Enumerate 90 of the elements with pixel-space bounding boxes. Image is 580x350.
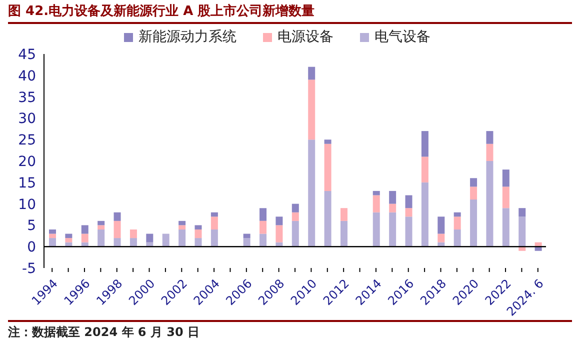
bar bbox=[210, 229, 218, 247]
bar bbox=[454, 216, 461, 230]
bar bbox=[178, 225, 186, 230]
bar bbox=[130, 238, 137, 247]
bar bbox=[502, 208, 510, 247]
bar bbox=[65, 234, 72, 238]
bar bbox=[98, 225, 105, 230]
bar bbox=[324, 190, 332, 247]
bar bbox=[470, 178, 478, 187]
bar bbox=[260, 208, 267, 221]
bar bbox=[162, 234, 170, 247]
bar bbox=[470, 200, 478, 247]
bar bbox=[81, 225, 88, 234]
bar bbox=[486, 161, 494, 247]
bar bbox=[405, 195, 412, 208]
bar bbox=[178, 229, 186, 247]
bar bbox=[502, 186, 510, 208]
bar bbox=[49, 229, 56, 234]
text: 注：数据截至 2024 年 6 月 30 日 bbox=[8, 320, 572, 341]
bar bbox=[130, 229, 137, 238]
bar bbox=[49, 234, 56, 238]
bar bbox=[405, 216, 412, 247]
bar bbox=[98, 220, 105, 226]
bar bbox=[114, 220, 121, 238]
bar bbox=[421, 131, 428, 157]
bar bbox=[389, 204, 396, 212]
bar bbox=[276, 225, 283, 242]
bar bbox=[438, 216, 445, 234]
y-tick-label: 15 bbox=[18, 175, 36, 192]
legend-label: 新能源动力系统 bbox=[138, 28, 236, 46]
bar bbox=[81, 234, 88, 242]
bar bbox=[502, 170, 510, 187]
bar bbox=[210, 216, 218, 230]
bar bbox=[389, 190, 396, 204]
bar bbox=[421, 156, 428, 182]
bar bbox=[405, 208, 412, 217]
bar bbox=[292, 204, 299, 212]
bar bbox=[98, 229, 105, 247]
bar bbox=[486, 131, 494, 144]
bar bbox=[486, 144, 494, 161]
bar bbox=[518, 246, 526, 251]
bar bbox=[340, 220, 348, 247]
bar bbox=[308, 66, 316, 80]
y-tick-label: 35 bbox=[18, 90, 36, 106]
bar bbox=[260, 220, 267, 234]
bar bbox=[421, 182, 428, 247]
bar bbox=[260, 234, 267, 247]
bar bbox=[518, 208, 526, 217]
y-tick-label: 45 bbox=[18, 46, 36, 63]
bar bbox=[194, 238, 202, 247]
legend-label: 电气设备 bbox=[374, 28, 430, 46]
bar bbox=[518, 216, 526, 247]
bar bbox=[210, 212, 218, 217]
bar bbox=[438, 234, 445, 242]
bar bbox=[243, 238, 250, 247]
y-tick-label: 30 bbox=[18, 111, 36, 128]
bar bbox=[292, 220, 299, 247]
bar bbox=[276, 216, 283, 226]
bar bbox=[194, 225, 202, 230]
bar bbox=[340, 208, 348, 221]
bar bbox=[372, 195, 380, 212]
bar bbox=[372, 212, 380, 247]
bar bbox=[454, 229, 461, 247]
y-tick-label: 25 bbox=[18, 132, 36, 149]
bar bbox=[470, 186, 478, 200]
bar bbox=[389, 212, 396, 247]
y-tick-label: 0 bbox=[27, 240, 36, 256]
bar bbox=[292, 212, 299, 221]
bar bbox=[243, 234, 250, 238]
bar bbox=[372, 190, 380, 196]
bar bbox=[114, 238, 121, 247]
bar bbox=[324, 144, 332, 191]
chart-title: 图 42.电力设备及新能源行业 A 股上市公司新增数量 bbox=[8, 2, 572, 24]
y-tick-label: 40 bbox=[18, 68, 36, 84]
bar bbox=[308, 140, 316, 247]
y-tick-label: -5 bbox=[22, 260, 36, 277]
bar bbox=[534, 246, 542, 251]
y-tick-label: 10 bbox=[18, 196, 36, 213]
bar bbox=[194, 229, 202, 238]
bar bbox=[49, 238, 56, 247]
bar bbox=[146, 234, 154, 242]
legend-label: 电源设备 bbox=[276, 28, 334, 46]
y-tick-label: 20 bbox=[18, 154, 36, 170]
bar bbox=[454, 212, 461, 217]
y-tick-label: 5 bbox=[27, 218, 36, 234]
bar bbox=[114, 212, 121, 221]
bar bbox=[308, 80, 316, 140]
bar bbox=[65, 238, 72, 242]
bar bbox=[324, 140, 332, 144]
bar bbox=[178, 220, 186, 226]
